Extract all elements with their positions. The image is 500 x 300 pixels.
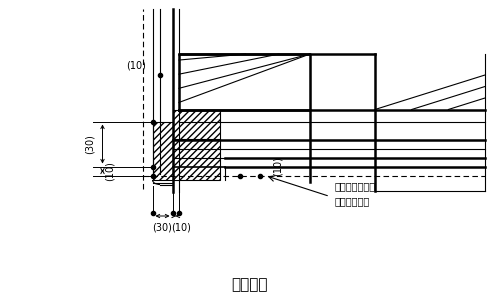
Text: (10): (10) [171, 222, 190, 232]
Text: (10): (10) [105, 161, 115, 181]
Bar [172, 140, 220, 180]
Text: (30): (30) [85, 134, 95, 154]
Text: 出隅平面: 出隅平面 [232, 278, 268, 292]
Text: (10): (10) [272, 157, 282, 176]
Text: 上部ボーダー兼: 上部ボーダー兼 [335, 181, 376, 191]
Text: (30): (30) [152, 222, 172, 232]
Text: (10): (10) [126, 61, 146, 70]
Bar [152, 122, 172, 180]
Polygon shape [172, 110, 220, 140]
Text: 手すりを示す: 手すりを示す [335, 196, 370, 206]
